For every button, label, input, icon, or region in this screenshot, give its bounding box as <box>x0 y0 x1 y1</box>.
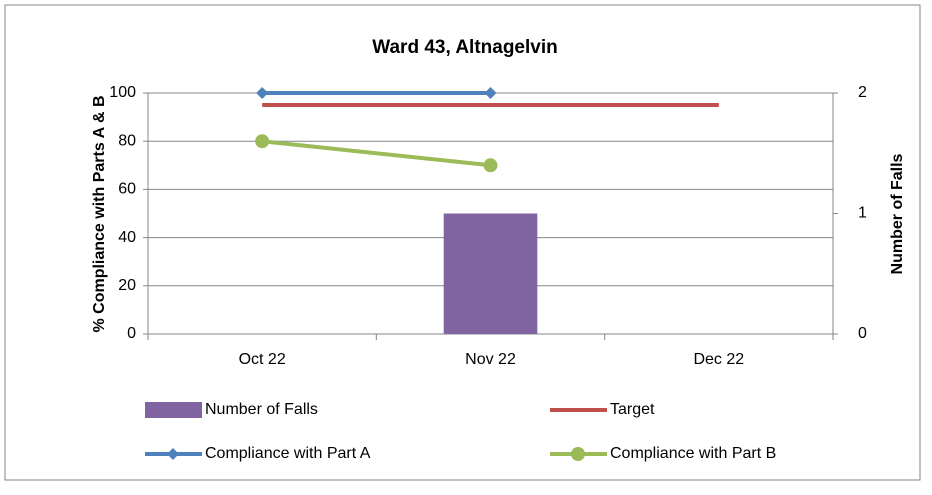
chart-title: Ward 43, Altnagelvin <box>372 37 557 58</box>
x-tick-label: Oct 22 <box>239 351 286 368</box>
legend-swatch <box>145 402 202 418</box>
y-tick-label: 0 <box>127 325 136 342</box>
legend-label: Number of Falls <box>205 401 318 418</box>
y-tick-label: 20 <box>118 277 136 294</box>
line <box>261 139 491 168</box>
legend-label: Compliance with Part B <box>610 445 776 462</box>
x-tick-label: Dec 22 <box>693 351 744 368</box>
point <box>255 134 270 149</box>
point <box>483 158 498 173</box>
legend-label: Target <box>610 401 655 418</box>
x-tick-label: Nov 22 <box>465 351 516 368</box>
y2-tick-label: 0 <box>858 325 867 342</box>
point <box>167 448 179 460</box>
point <box>571 447 585 461</box>
y-axis-label: % Compliance with Parts A & B <box>91 95 108 332</box>
legend-label: Compliance with Part A <box>205 445 371 462</box>
y-tick-label: 80 <box>118 132 136 149</box>
y2-tick-label: 2 <box>858 84 867 101</box>
bar <box>443 213 538 334</box>
point <box>484 87 497 99</box>
y-tick-label: 100 <box>109 84 136 101</box>
y2-axis-label: Number of Falls <box>889 153 906 274</box>
y-tick-label: 40 <box>118 229 136 246</box>
y2-tick-label: 1 <box>858 205 867 222</box>
point <box>256 87 269 99</box>
y-tick-label: 60 <box>118 181 136 198</box>
